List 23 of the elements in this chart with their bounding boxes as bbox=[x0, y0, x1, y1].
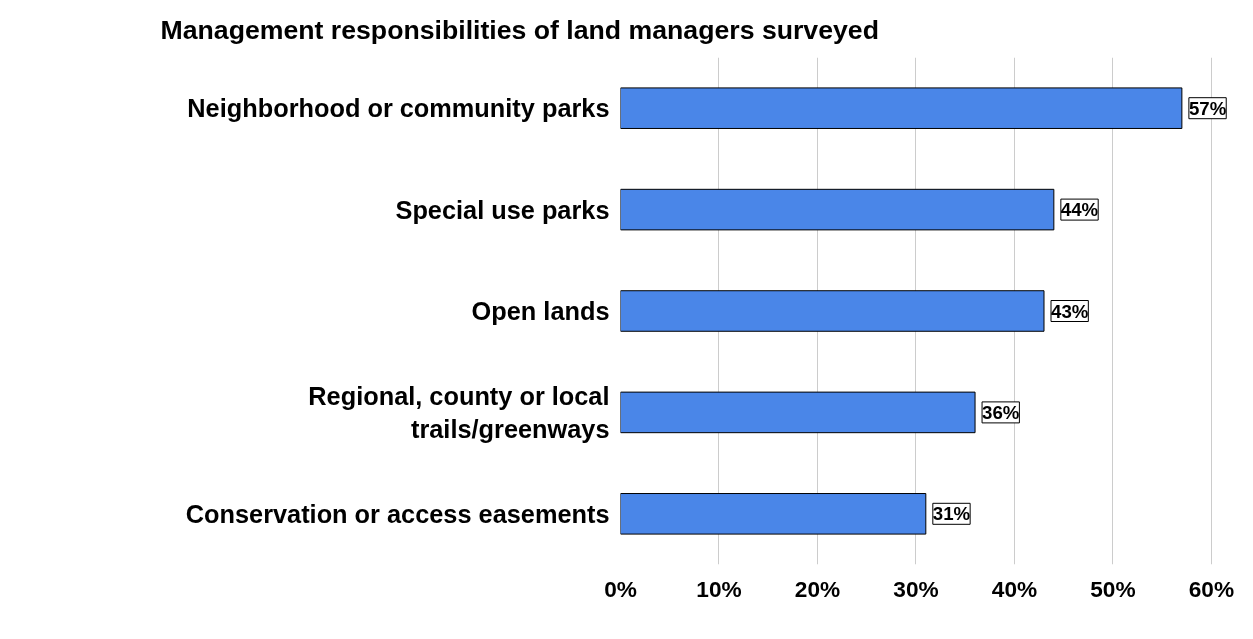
x-tick-label: 60% bbox=[1188, 575, 1235, 602]
x-tick-label: 0% bbox=[604, 575, 637, 602]
chart-title: Management responsibilities of land managers surveyed bbox=[160, 15, 879, 45]
x-tick-label: 10% bbox=[696, 575, 742, 602]
y-tick-label: Conservation or access easements bbox=[185, 499, 610, 528]
x-tick-label: 50% bbox=[1090, 575, 1136, 602]
bar bbox=[620, 493, 927, 535]
bar bbox=[620, 87, 1183, 129]
data-label: 31% bbox=[932, 503, 971, 525]
y-tick-label: Neighborhood or community parks bbox=[187, 94, 610, 123]
y-tick-label: Regional, county or local trails/greenways bbox=[308, 381, 610, 444]
x-tick-label: 20% bbox=[794, 575, 841, 602]
x-tick-label: 30% bbox=[893, 575, 939, 602]
bar bbox=[620, 188, 1055, 231]
x-tick-label: 40% bbox=[991, 575, 1038, 602]
bar bbox=[620, 290, 1045, 332]
y-tick-label: Open lands bbox=[471, 297, 610, 325]
data-label: 44% bbox=[1060, 199, 1099, 221]
bar bbox=[620, 391, 976, 434]
data-label: 43% bbox=[1051, 300, 1089, 322]
y-tick-label: Special use parks bbox=[395, 195, 610, 224]
data-label: 57% bbox=[1188, 97, 1227, 119]
data-label: 36% bbox=[982, 401, 1020, 423]
